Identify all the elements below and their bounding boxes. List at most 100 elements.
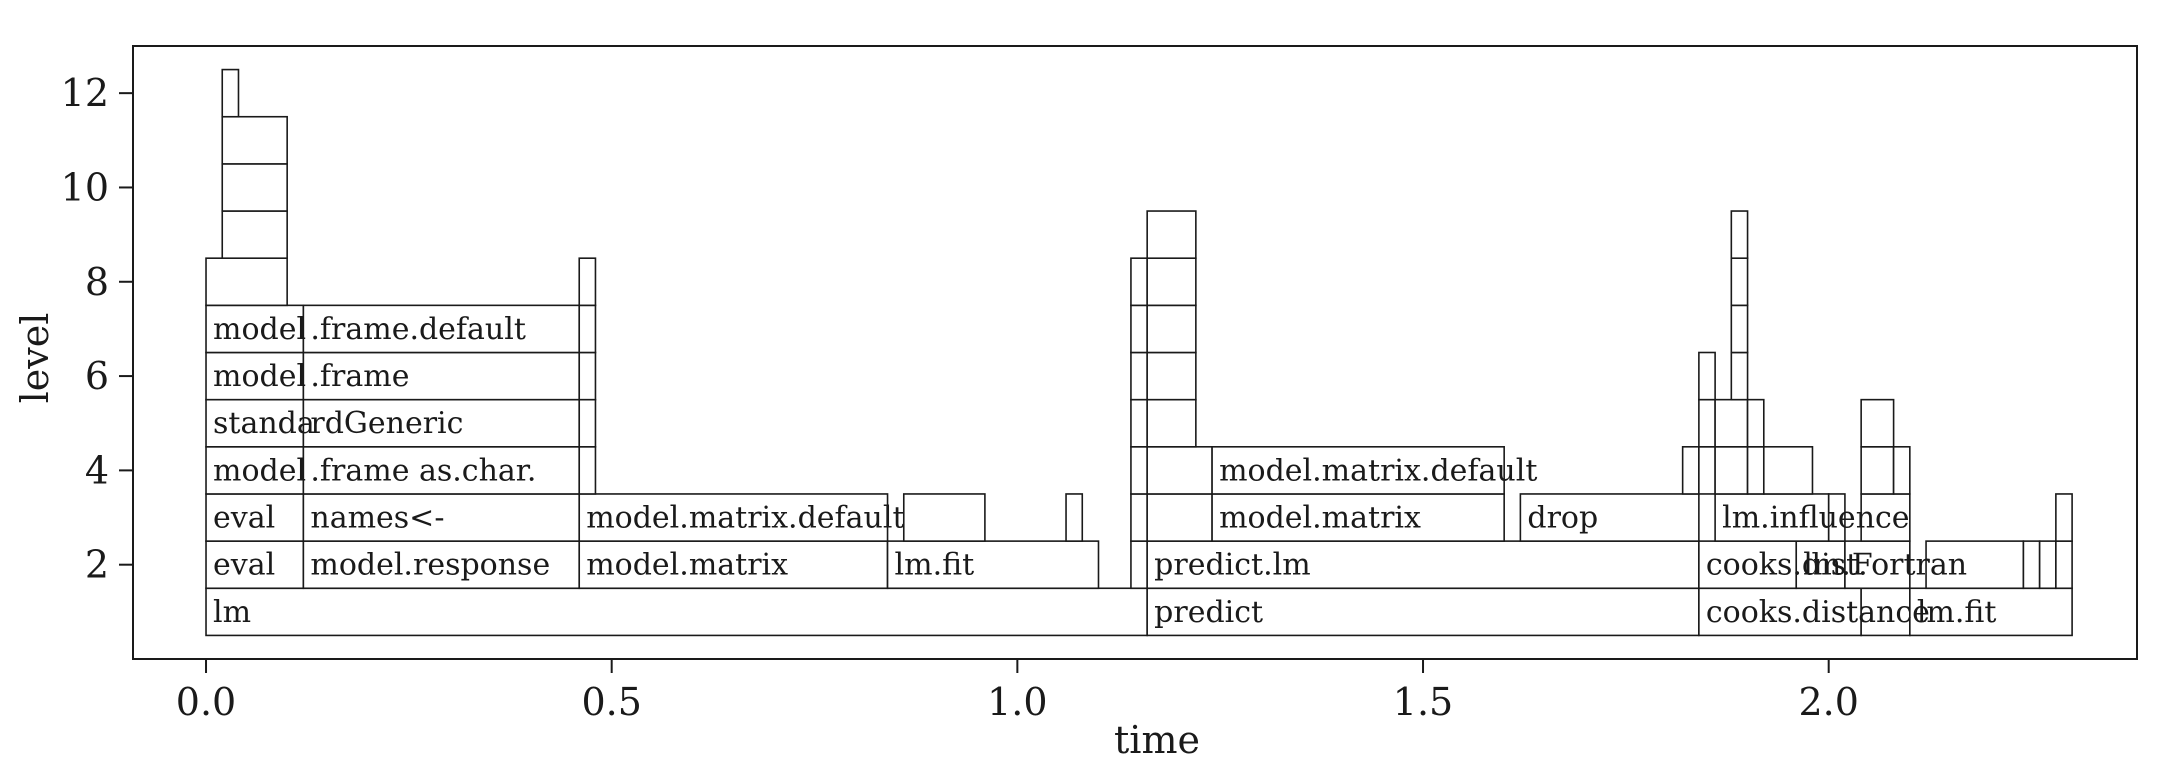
- flame-frame: [1925, 540, 2025, 590]
- frame-label: model: [213, 453, 306, 488]
- flame-frame: [1130, 493, 1148, 542]
- flame-frame: [1827, 493, 1846, 542]
- flame-frame: [1519, 493, 1700, 542]
- frame-label: model.matrix.default: [586, 501, 904, 536]
- flame-frame: [1146, 493, 1213, 542]
- flame-frame: [1211, 493, 1505, 542]
- flame-frame: [1130, 398, 1148, 448]
- x-axis: 0.0 0.5 1.0 1.5 2.0: [176, 659, 1859, 724]
- y-axis: 2 4 6 8 10 12: [61, 71, 133, 587]
- flame-frame: [1698, 446, 1716, 495]
- flame-frame: [1681, 446, 1700, 495]
- flame-frame: [1730, 257, 1749, 307]
- flame-frame: [1730, 304, 1749, 354]
- frame-label: .frame.default: [310, 312, 526, 347]
- frame-label: model.matrix: [1219, 501, 1421, 536]
- x-tick-label: 1.5: [1393, 680, 1453, 724]
- flame-frame: [1130, 351, 1148, 401]
- flame-frame: [205, 587, 1148, 637]
- flame-frame: [886, 540, 1100, 590]
- frames-layer: [205, 68, 2073, 637]
- frame-label: model: [213, 359, 306, 394]
- flame-frame: [205, 351, 305, 401]
- frame-label: model.matrix: [586, 548, 788, 583]
- frame-label: lm: [213, 595, 251, 630]
- flame-frame: [578, 304, 597, 354]
- flame-frame: [221, 115, 288, 165]
- flame-frame: [1795, 540, 1846, 590]
- flame-frame: [902, 493, 986, 542]
- flame-frame: [1146, 351, 1197, 401]
- flame-frame: [221, 163, 288, 212]
- flame-frame: [1130, 304, 1148, 354]
- frame-label: lm.fit: [1917, 595, 1997, 630]
- frame-label: standa: [213, 406, 315, 441]
- flame-frame: [578, 540, 889, 590]
- frame-label: predict.lm: [1154, 548, 1311, 583]
- frame-label: model: [213, 312, 306, 347]
- frame-label: names<-: [310, 501, 444, 536]
- flame-frame: [1909, 587, 2073, 637]
- x-tick-label: 0.0: [176, 680, 236, 724]
- flame-frame: [1698, 351, 1716, 401]
- frame-label: Fortran: [1852, 548, 1967, 583]
- x-tick-label: 2.0: [1798, 680, 1858, 724]
- flame-frame: [1730, 351, 1749, 401]
- flame-frame: [1730, 210, 1749, 259]
- flame-frame: [1698, 540, 1798, 590]
- y-tick-label: 10: [61, 165, 109, 209]
- plot-frame: [132, 45, 2138, 660]
- flame-frame: [2055, 540, 2073, 590]
- y-tick-label: 4: [85, 448, 109, 492]
- flame-frame: [578, 398, 597, 448]
- frame-label: eval: [213, 501, 275, 536]
- flame-frame: [1892, 446, 1911, 495]
- y-tick-label: 6: [85, 354, 109, 398]
- flame-frame: [1762, 446, 1814, 495]
- flame-frame: [1130, 446, 1148, 495]
- flame-frame: [302, 493, 581, 542]
- flame-frame: [1714, 446, 1749, 495]
- flame-frame: [1860, 493, 1911, 542]
- frame-label: lm.influence: [1722, 501, 1909, 536]
- flame-frame: [2055, 493, 2073, 542]
- flame-frame: [1130, 540, 1148, 590]
- frame-label: model.matrix.default: [1219, 453, 1537, 488]
- flame-frame: [578, 493, 889, 542]
- frame-label: drop: [1527, 501, 1598, 536]
- flame-frame: [1211, 446, 1505, 495]
- flame-frame: [205, 446, 305, 495]
- frame-label: .frame as.char.: [310, 453, 536, 488]
- flame-frame: [1714, 398, 1749, 448]
- y-tick-label: 12: [61, 71, 109, 115]
- flame-frame: [1860, 446, 1895, 495]
- flame-frame: [2038, 540, 2057, 590]
- flame-frame: [1746, 446, 1765, 495]
- flame-frame: [1746, 398, 1765, 448]
- flame-frame: [1860, 398, 1895, 448]
- frame-label: eval: [213, 548, 275, 583]
- frame-label: model.response: [310, 548, 550, 583]
- flame-frame: [1146, 257, 1197, 307]
- flame-frame: [578, 446, 597, 495]
- frame-label: cooks.distance: [1706, 595, 1930, 630]
- flame-frame: [1146, 398, 1197, 448]
- flame-frame: [221, 68, 240, 118]
- x-tick-label: 0.5: [581, 680, 641, 724]
- flame-frame: [302, 540, 581, 590]
- y-tick-label: 2: [85, 543, 109, 587]
- flame-frame: [2022, 540, 2041, 590]
- y-axis-title: level: [13, 313, 57, 404]
- flame-frame: [1146, 304, 1197, 354]
- x-tick-label: 1.0: [987, 680, 1047, 724]
- flame-frame: [302, 304, 581, 354]
- flame-frame: [578, 351, 597, 401]
- flame-frame: [1714, 493, 1830, 542]
- frame-label: cooks.dist.: [1706, 548, 1868, 583]
- flame-frame: [1146, 587, 1700, 637]
- flame-frame: [205, 493, 305, 542]
- flame-frame: [205, 540, 305, 590]
